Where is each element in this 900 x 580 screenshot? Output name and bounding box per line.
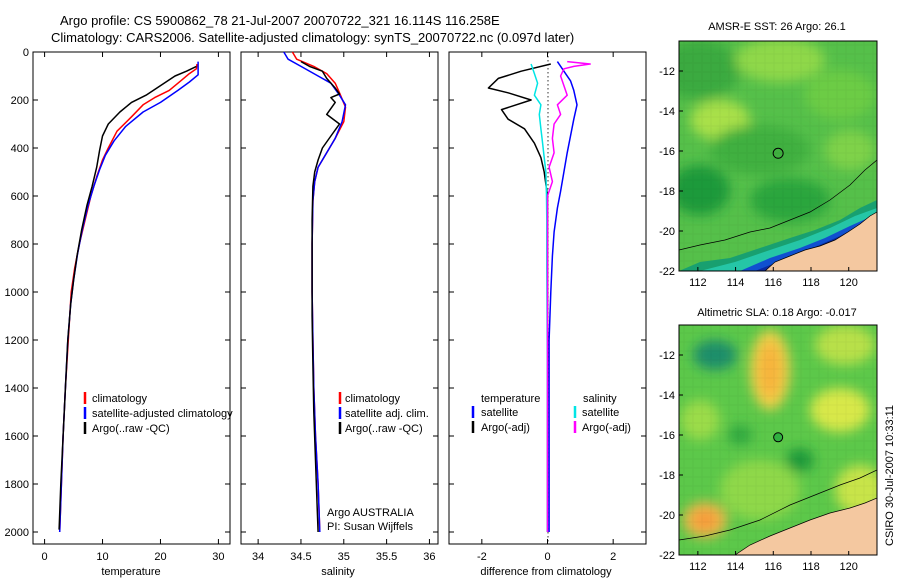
map-x-tick-label: 118 xyxy=(802,277,820,289)
y-tick-label: 1200 xyxy=(5,335,29,347)
legend-label-satellite: satellite-adjusted climatology xyxy=(92,408,233,420)
series-line-argo-raw-qc- xyxy=(58,65,197,530)
legend-label-satellite: satellite adj. clim. xyxy=(345,408,429,420)
y-tick-label: 400 xyxy=(11,143,29,155)
temperature-profile-plot: 0 10 20 30 0 200 400 600 800 1000 1200 1400 1600 1800… xyxy=(5,47,234,578)
sla-map: Altimetric SLA: 0.18 Argo: -0.017 xyxy=(659,307,878,573)
legend-header-salinity: salinity xyxy=(583,393,617,405)
legend-label-climatology: climatology xyxy=(92,393,148,405)
sst-map: AMSR-E SST: 26 Argo: 26.1 xyxy=(659,21,878,289)
sla-map-title: Altimetric SLA: 0.18 Argo: -0.017 xyxy=(697,307,857,319)
map-y-tick-label: -14 xyxy=(659,106,675,118)
y-tick-label: 1400 xyxy=(5,383,29,395)
difference-profile-plot: -2 0 2 difference from climatology tempera… xyxy=(448,51,647,578)
sst-map-title: AMSR-E SST: 26 Argo: 26.1 xyxy=(708,21,846,33)
temperature-legend: climatology satellite-adjusted climatolo… xyxy=(83,392,233,435)
series-line-argo-raw-qc- xyxy=(300,60,341,533)
x-tick-label: 34.5 xyxy=(290,551,311,563)
legend-label-sal-satellite: satellite xyxy=(582,407,619,419)
salinity-legend: climatology satellite adj. clim. Argo(..… xyxy=(338,392,429,435)
map-y-tick-label: -12 xyxy=(659,350,675,362)
series-line-salinity-argo-adj- xyxy=(546,60,591,532)
map-x-tick-label: 112 xyxy=(689,277,707,289)
x-tick-label: -2 xyxy=(477,551,487,563)
sst-argo-marker xyxy=(772,147,784,159)
map-y-tick-label: -20 xyxy=(659,226,675,238)
temperature-xlabel: temperature xyxy=(101,566,160,578)
map-y-tick-label: -16 xyxy=(659,146,675,158)
map-y-tick-label: -18 xyxy=(659,186,675,198)
pi-annotation-line2: PI: Susan Wijffels xyxy=(327,521,413,533)
y-tick-label: 1600 xyxy=(5,431,29,443)
y-tick-label: 1800 xyxy=(5,479,29,491)
legend-label-temp-argo: Argo(-adj) xyxy=(481,422,530,434)
x-tick-label: 35 xyxy=(338,551,350,563)
map-x-tick-label: 118 xyxy=(802,561,820,573)
y-tick-label: 600 xyxy=(11,191,29,203)
map-y-tick-label: -18 xyxy=(659,470,675,482)
map-y-tick-label: -22 xyxy=(659,266,675,278)
y-tick-label: 200 xyxy=(11,95,29,107)
x-tick-label: 0 xyxy=(42,551,48,563)
salinity-profile-plot: 34 34.5 35 35.5 36 salinity climatology sate… xyxy=(240,51,439,578)
figure-title-line2: Climatology: CARS2006. Satellite-adjuste… xyxy=(51,30,574,45)
legend-label-temp-satellite: satellite xyxy=(481,407,518,419)
map-x-tick-label: 112 xyxy=(689,561,707,573)
series-line-temperature-satellite xyxy=(548,61,578,532)
map-x-tick-label: 120 xyxy=(840,561,858,573)
y-tick-label: 0 xyxy=(23,47,29,59)
difference-legend: temperature salinity satellite Argo(-adj… xyxy=(471,393,631,434)
map-x-tick-label: 120 xyxy=(840,277,858,289)
x-tick-label: 36 xyxy=(423,551,435,563)
difference-xlabel: difference from climatology xyxy=(480,566,612,578)
sla-map-frame xyxy=(678,324,878,556)
y-tick-label: 1000 xyxy=(5,287,29,299)
x-tick-label: 2 xyxy=(610,551,616,563)
map-x-tick-label: 114 xyxy=(727,277,745,289)
legend-header-temperature: temperature xyxy=(481,393,540,405)
salinity-xlabel: salinity xyxy=(321,566,355,578)
salinity-axes-frame xyxy=(240,51,439,545)
map-y-tick-label: -22 xyxy=(659,550,675,562)
map-x-tick-label: 116 xyxy=(765,277,783,289)
x-tick-label: 20 xyxy=(154,551,166,563)
pi-annotation-line1: Argo AUSTRALIA xyxy=(327,507,414,519)
legend-label-argo: Argo(..raw -QC) xyxy=(345,423,423,435)
legend-label-sal-argo: Argo(-adj) xyxy=(582,422,631,434)
map-y-tick-label: -14 xyxy=(659,390,675,402)
x-tick-label: 30 xyxy=(212,551,224,563)
y-tick-label: 800 xyxy=(11,239,29,251)
legend-label-climatology: climatology xyxy=(345,393,401,405)
y-tick-label: 2000 xyxy=(5,527,29,539)
temperature-axes-frame xyxy=(32,51,231,545)
map-y-tick-label: -16 xyxy=(659,430,675,442)
x-tick-label: 10 xyxy=(96,551,108,563)
csiro-timestamp: CSIRO 30-Jul-2007 10:33:11 xyxy=(884,405,896,546)
x-tick-label: 35.5 xyxy=(376,551,397,563)
figure-title-line1: Argo profile: CS 5900862_78 21-Jul-2007 … xyxy=(60,13,500,28)
map-y-tick-label: -20 xyxy=(659,510,675,522)
legend-label-argo: Argo(..raw -QC) xyxy=(92,423,170,435)
sla-argo-marker xyxy=(773,432,784,443)
map-x-tick-label: 116 xyxy=(765,561,783,573)
map-x-tick-label: 114 xyxy=(727,561,745,573)
map-y-tick-label: -12 xyxy=(659,66,675,78)
sst-map-frame xyxy=(678,40,878,272)
x-tick-label: 34 xyxy=(252,551,264,563)
x-tick-label: 0 xyxy=(544,551,550,563)
